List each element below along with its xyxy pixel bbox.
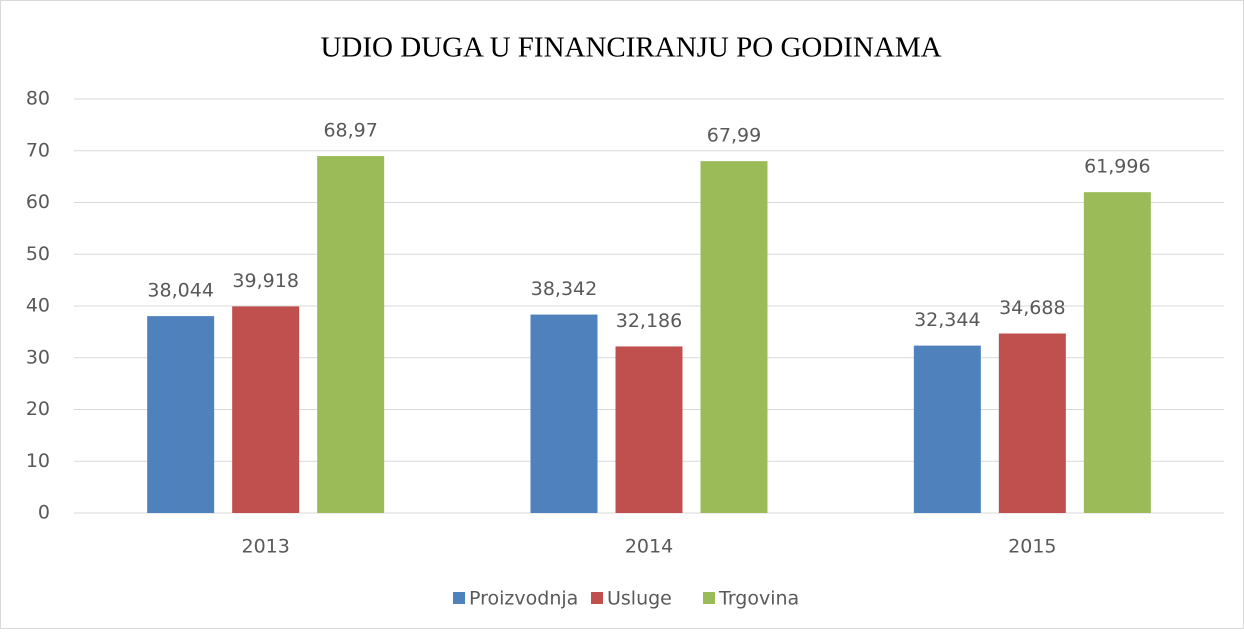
bar xyxy=(317,156,385,513)
bar xyxy=(615,346,683,513)
x-tick-label: 2013 xyxy=(241,536,289,558)
y-tick-label: 80 xyxy=(26,88,50,110)
value-label: 32,344 xyxy=(914,309,980,331)
bar xyxy=(1083,192,1151,513)
bar xyxy=(530,314,598,513)
legend-label: Trgovina xyxy=(718,588,799,610)
legend-swatch xyxy=(703,592,715,604)
value-label: 38,342 xyxy=(531,278,597,300)
y-tick-label: 10 xyxy=(26,450,50,472)
x-tick-label: 2014 xyxy=(625,536,673,558)
bar xyxy=(232,306,300,513)
bar xyxy=(700,161,768,514)
legend-swatch xyxy=(591,592,603,604)
value-label: 34,688 xyxy=(999,297,1065,319)
value-label: 61,996 xyxy=(1084,156,1150,178)
y-tick-label: 20 xyxy=(26,398,50,420)
chart-title: UDIO DUGA U FINANCIRANJU PO GODINAMA xyxy=(320,32,941,64)
legend-label: Usluge xyxy=(607,588,672,610)
legend-label: Proizvodnja xyxy=(469,588,578,610)
y-tick-label: 0 xyxy=(38,502,50,524)
bar xyxy=(998,333,1066,513)
y-tick-label: 70 xyxy=(26,139,50,161)
bar xyxy=(913,345,981,513)
value-label: 67,99 xyxy=(707,125,761,147)
value-label: 38,044 xyxy=(147,280,213,302)
legend-swatch xyxy=(453,592,465,604)
bar xyxy=(147,316,215,513)
y-tick-label: 50 xyxy=(26,243,50,265)
y-tick-label: 60 xyxy=(26,191,50,213)
y-tick-label: 40 xyxy=(26,295,50,317)
y-tick-label: 30 xyxy=(26,346,50,368)
value-label: 32,186 xyxy=(616,310,682,332)
value-label: 39,918 xyxy=(232,270,298,292)
x-tick-label: 2015 xyxy=(1008,536,1056,558)
value-label: 68,97 xyxy=(323,120,377,142)
